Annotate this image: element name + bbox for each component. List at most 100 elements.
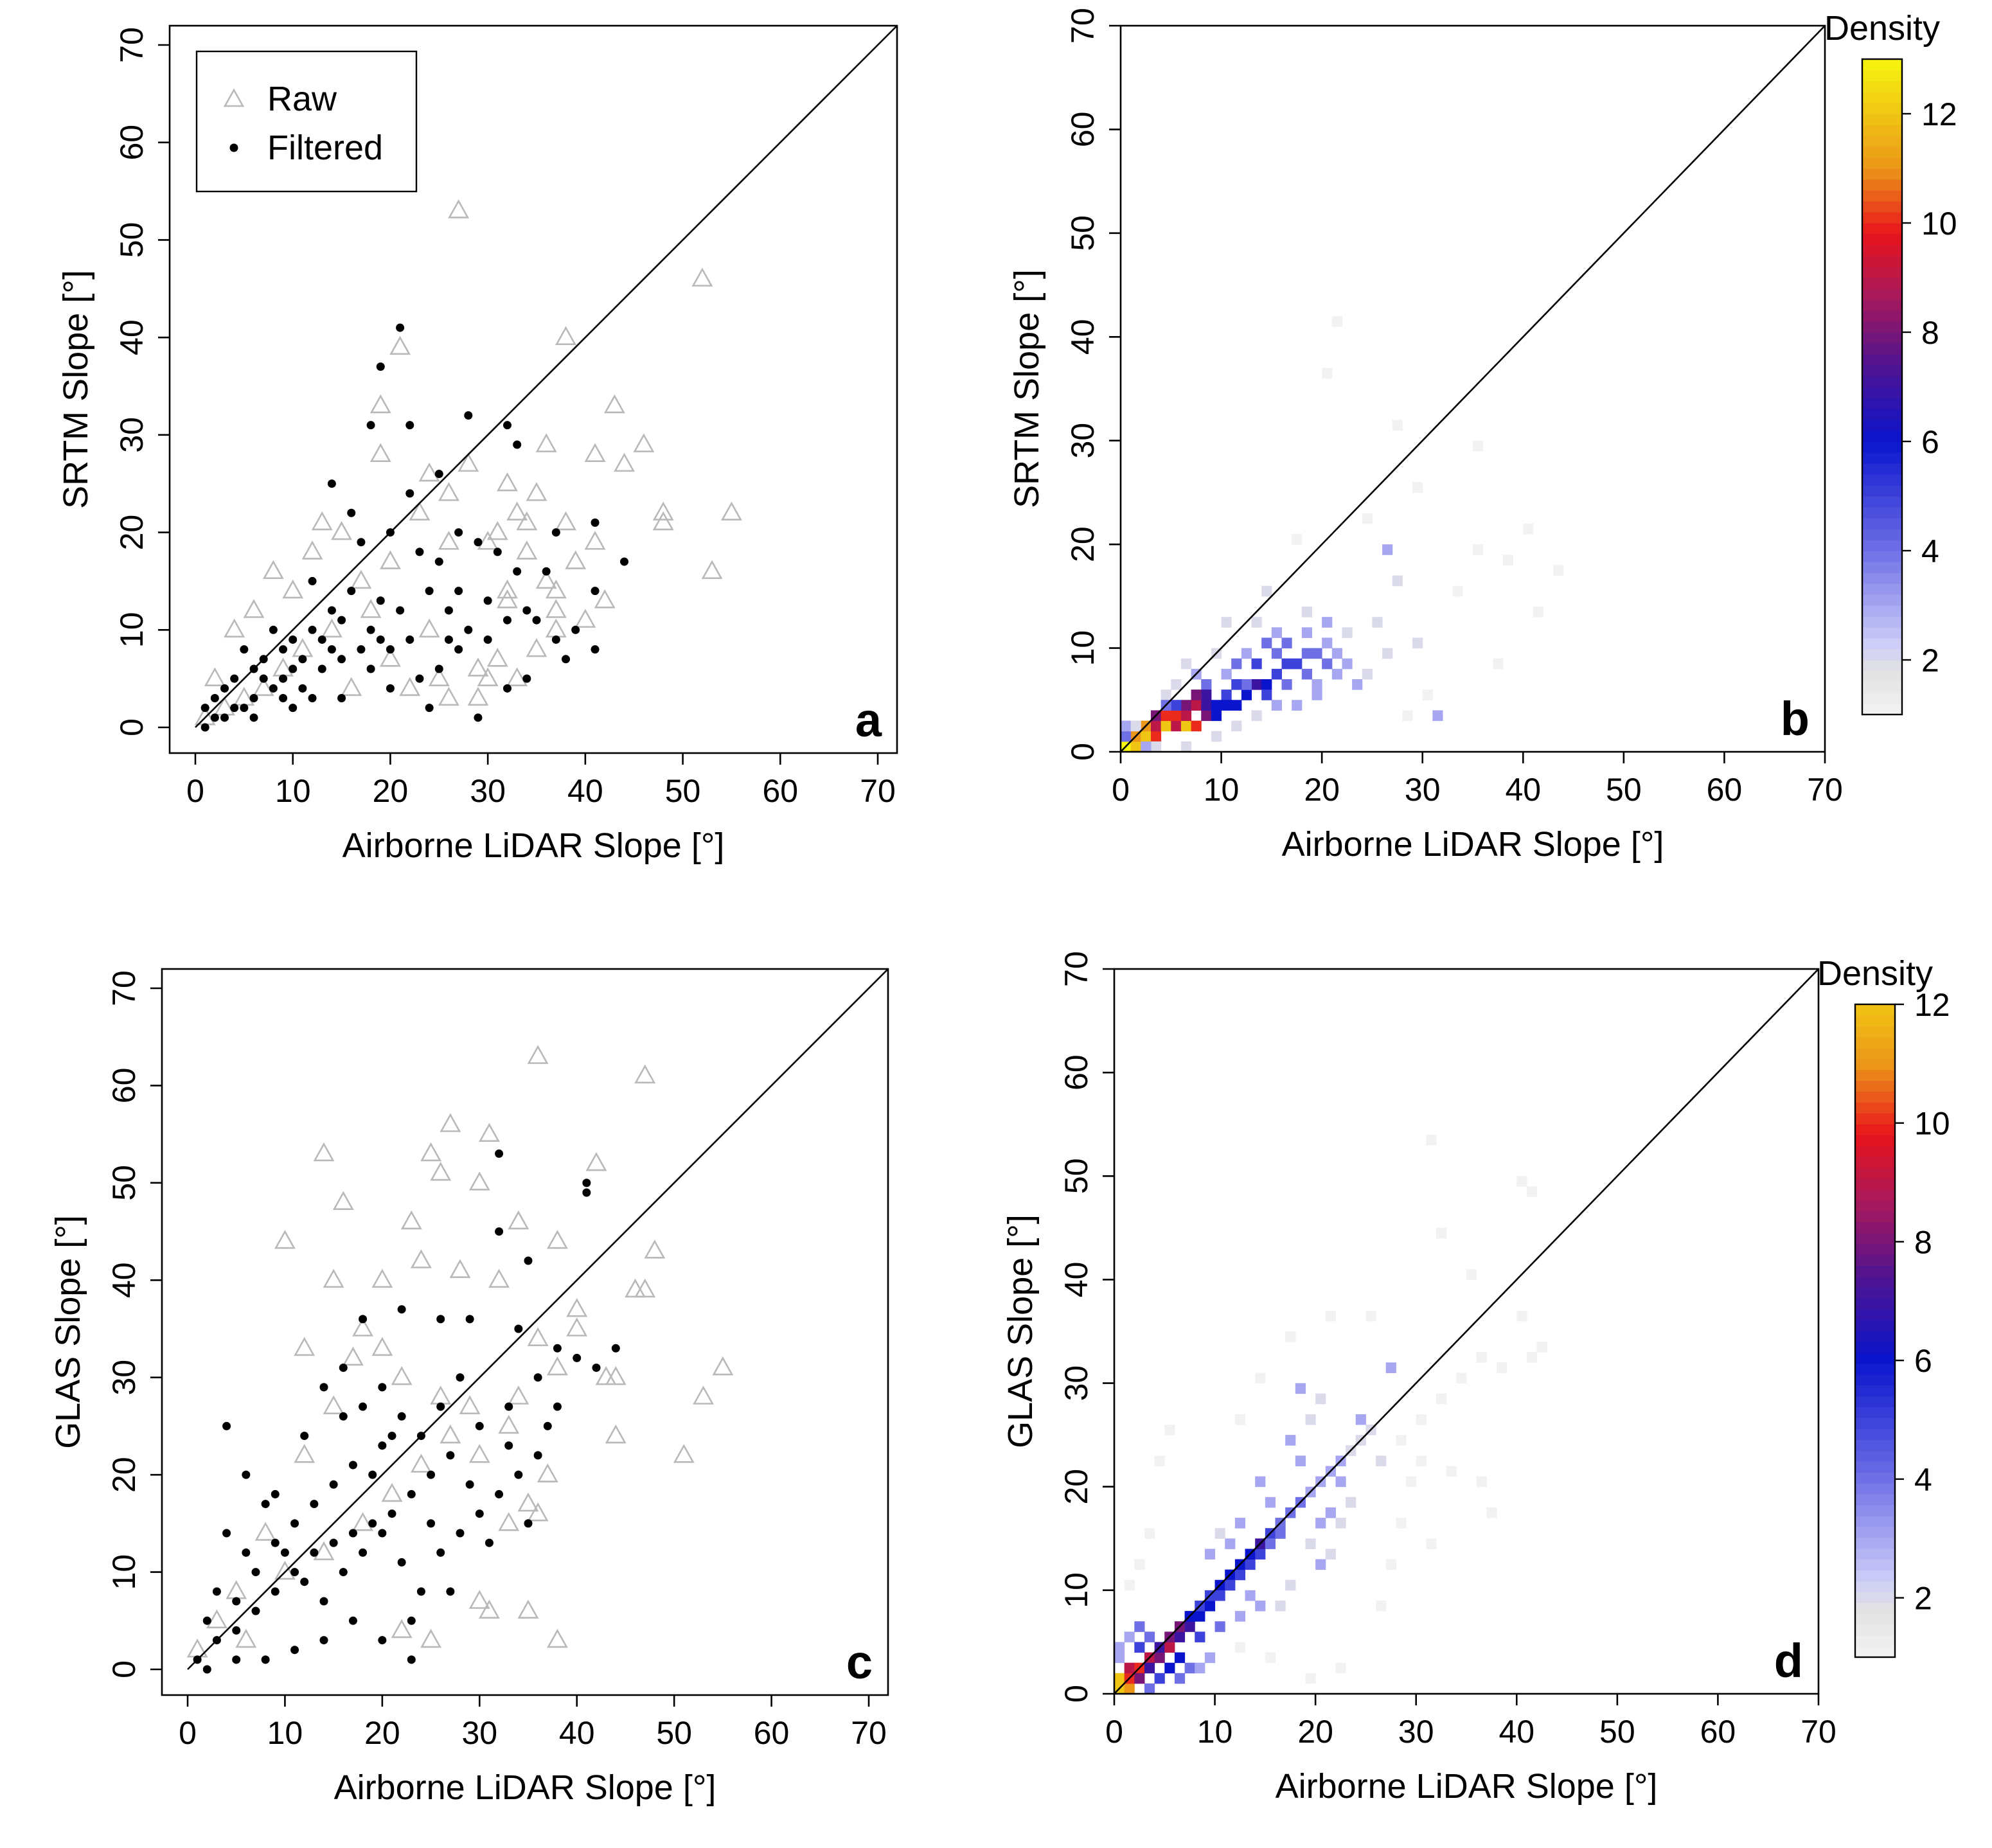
legend-filtered-icon	[229, 143, 238, 152]
filtered-point	[259, 674, 268, 683]
filtered-point	[251, 1606, 260, 1615]
colorbar-tick-label: 8	[1914, 1224, 1932, 1260]
density-cell	[1201, 710, 1212, 722]
colorbar-band	[1855, 1461, 1895, 1473]
density-cell	[1251, 617, 1262, 628]
y-axis-title: SRTM Slope [°]	[1008, 269, 1046, 508]
density-cell	[1476, 1476, 1487, 1488]
filtered-point	[230, 674, 239, 683]
colorbar-band	[1855, 1559, 1895, 1571]
filtered-point	[396, 323, 405, 332]
filtered-point	[249, 713, 258, 722]
density-cell	[1265, 1538, 1276, 1549]
x-tick-label: 40	[1505, 772, 1541, 808]
colorbar-band	[1862, 310, 1902, 322]
raw-point	[468, 1444, 490, 1463]
density-cell	[1164, 1425, 1175, 1435]
colorbar-band	[1862, 660, 1902, 671]
colorbar-band	[1855, 1189, 1895, 1201]
filtered-point	[347, 587, 356, 596]
filtered-point	[251, 1568, 260, 1577]
x-tick-label: 70	[860, 773, 896, 809]
filtered-point	[456, 1529, 465, 1538]
density-cell	[1362, 513, 1373, 524]
density-cell	[1180, 658, 1192, 670]
density-cell	[1154, 1652, 1165, 1664]
raw-point	[545, 579, 567, 599]
x-tick-label: 70	[1801, 1714, 1836, 1750]
filtered-point	[308, 625, 317, 634]
raw-point	[371, 1337, 393, 1356]
filtered-point	[378, 1636, 387, 1645]
raw-point	[605, 1366, 627, 1385]
density-cell	[1171, 710, 1182, 722]
filtered-point	[271, 1489, 280, 1498]
density-cell	[1251, 710, 1262, 722]
panel-letter: d	[1774, 1634, 1803, 1687]
raw-point	[352, 1512, 374, 1531]
x-axis: 0 10 20 30 40 50 60 70 Airborne LiDAR Slope [°]	[1112, 752, 1843, 864]
x-tick-label: 0	[1112, 772, 1130, 808]
filtered-point	[397, 1412, 406, 1421]
filtered-point	[366, 421, 375, 430]
raw-point	[506, 667, 528, 686]
colorbar-band	[1862, 627, 1902, 639]
colorbar-band	[1855, 1331, 1895, 1342]
colorbar-band	[1855, 1417, 1895, 1429]
raw-point	[508, 1210, 529, 1230]
colorbar-band	[1855, 1570, 1895, 1582]
filtered-point	[483, 596, 492, 605]
density-cell	[1376, 1600, 1387, 1612]
y-tick-label: 20	[106, 1457, 142, 1493]
colorbar-band	[1855, 1036, 1895, 1049]
density-cell	[1285, 1579, 1296, 1591]
colorbar-band	[1855, 1243, 1895, 1256]
density-cell	[1271, 668, 1283, 680]
density-cell	[1171, 700, 1182, 711]
colorbar-band	[1855, 1592, 1895, 1603]
density-cell	[1144, 1662, 1155, 1674]
colorbar-band	[1862, 518, 1902, 529]
filtered-point	[522, 606, 531, 615]
raw-point	[478, 1599, 500, 1619]
density-cell	[1392, 575, 1403, 587]
density-cell	[1436, 1393, 1447, 1405]
colorbar-band	[1855, 1537, 1895, 1549]
raw-point	[546, 1628, 568, 1648]
y-axis: 0 10 20 30 40 50 60 70 SRTM Slope [°]	[57, 27, 170, 736]
filtered-point	[571, 625, 580, 634]
colorbar-band	[1862, 256, 1902, 267]
colorbar-band	[1862, 474, 1902, 486]
colorbar-band	[1862, 136, 1902, 147]
density-cell	[1281, 637, 1292, 649]
colorbar-band	[1862, 616, 1902, 628]
x-tick-label: 30	[470, 773, 506, 809]
density-cell	[1114, 1673, 1125, 1684]
density-cell	[1124, 1631, 1135, 1642]
colorbar-band	[1855, 1374, 1895, 1386]
colorbar-band	[1862, 507, 1902, 519]
x-tick-label: 70	[1807, 772, 1843, 808]
filtered-point	[465, 1480, 474, 1489]
raw-point	[369, 394, 391, 414]
colorbar-band	[1862, 376, 1902, 387]
filtered-point	[551, 528, 560, 537]
density-cell	[1265, 1497, 1276, 1508]
y-axis-title: SRTM Slope [°]	[57, 270, 95, 509]
filtered-point	[298, 684, 307, 693]
density-cell	[1144, 1683, 1155, 1694]
plot-frame	[168, 24, 898, 754]
colorbar-band	[1855, 1265, 1895, 1277]
colorbar-band	[1862, 59, 1902, 71]
density-cell	[1526, 1186, 1538, 1198]
density-cell	[1255, 1600, 1266, 1612]
colorbar-band	[1862, 594, 1902, 606]
colorbar-band	[1862, 267, 1902, 278]
x-tick-label: 0	[179, 1715, 197, 1751]
filtered-point	[591, 645, 600, 654]
colorbar-band	[1855, 1178, 1895, 1190]
y-tick-label: 10	[1065, 630, 1101, 666]
density-cell	[1322, 658, 1333, 670]
density-cell	[1362, 668, 1373, 680]
filtered-point	[454, 587, 463, 596]
